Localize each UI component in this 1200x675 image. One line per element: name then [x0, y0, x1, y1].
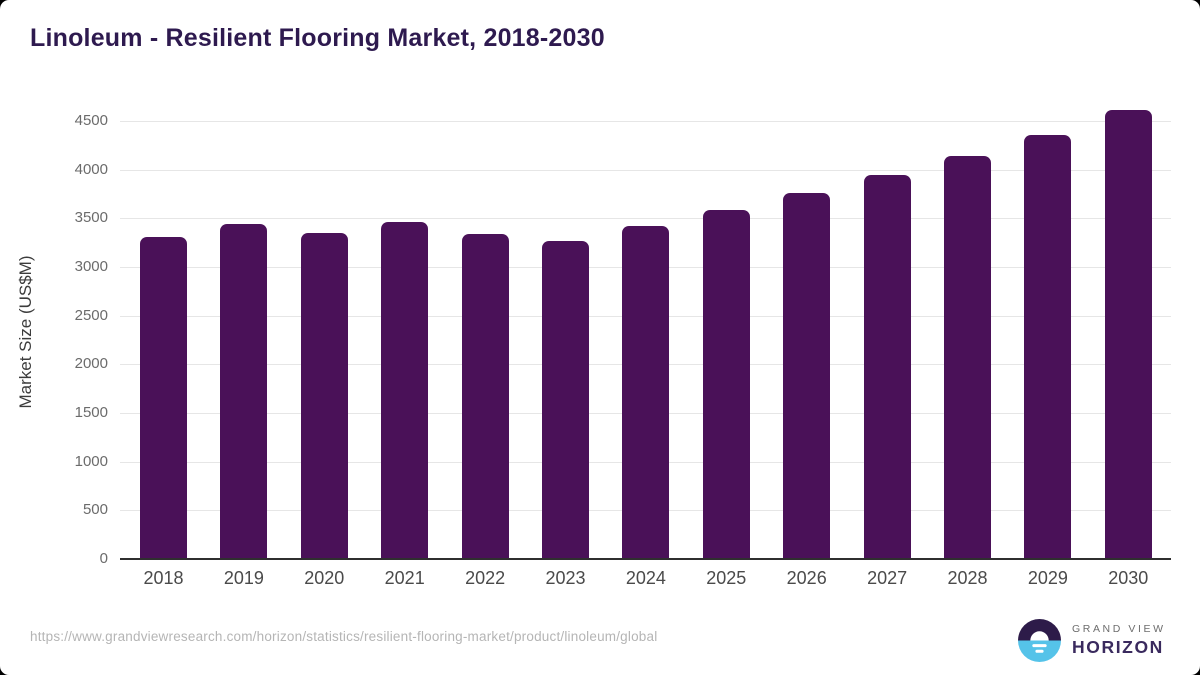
- x-axis-label-2018: 2018: [143, 568, 184, 588]
- y-tick-label-1000: 1000: [74, 452, 108, 470]
- x-axis-label-2023: 2023: [545, 568, 586, 588]
- bar-2019[interactable]: [220, 224, 268, 558]
- x-axis-label-2027: 2027: [867, 568, 908, 588]
- chart-title: Linoleum - Resilient Flooring Market, 20…: [30, 24, 605, 52]
- x-axis-label-2019: 2019: [223, 568, 264, 588]
- horizon-sunrise-icon: [1018, 619, 1061, 662]
- y-tick-label-1500: 1500: [74, 404, 108, 421]
- y-tick-label-0: 0: [99, 550, 108, 567]
- logo-text: GRAND VIEW HORIZON: [1072, 623, 1166, 658]
- x-axis-label-2025: 2025: [706, 568, 747, 588]
- y-tick-label-4000: 4000: [74, 160, 108, 178]
- bar-2027[interactable]: [863, 174, 911, 558]
- bar-2018[interactable]: [140, 236, 187, 558]
- x-axis-label-2022: 2022: [465, 568, 506, 588]
- grand-view-horizon-logo: GRAND VIEW HORIZON: [1018, 619, 1178, 664]
- logo-horizon-label: HORIZON: [1072, 637, 1164, 657]
- bar-2021[interactable]: [381, 221, 429, 558]
- y-axis-tick-labels: 0 500 1000 1500 2000 2500 3000 3500 4000 4500: [0, 100, 108, 567]
- bar-2023[interactable]: [542, 240, 589, 558]
- x-axis-label-2021: 2021: [384, 568, 425, 588]
- bar-2028[interactable]: [944, 156, 991, 558]
- x-axis-label-2030: 2030: [1108, 568, 1149, 588]
- gridline-4500: [120, 121, 1171, 122]
- x-axis-line: [120, 558, 1171, 560]
- x-axis-label-2026: 2026: [786, 568, 827, 588]
- bar-2020[interactable]: [300, 233, 348, 558]
- x-axis-labels: 2018 2019 2020 2021 2022 2023 2024 2025 2026 2027…: [120, 568, 1171, 594]
- y-tick-label-2500: 2500: [74, 306, 108, 324]
- y-tick-label-3000: 3000: [74, 258, 108, 275]
- y-tick-label-4500: 4500: [74, 112, 108, 129]
- y-tick-label-3500: 3500: [74, 209, 108, 227]
- bar-2025[interactable]: [702, 209, 750, 558]
- gridline-3500: [120, 218, 1171, 220]
- logo-grand-view-label: GRAND VIEW: [1072, 623, 1166, 635]
- bar-2029[interactable]: [1024, 134, 1072, 558]
- bar-2022[interactable]: [461, 233, 509, 558]
- x-axis-label-2020: 2020: [304, 568, 345, 588]
- bar-2024[interactable]: [622, 225, 670, 558]
- x-axis-label-2029: 2029: [1027, 568, 1068, 588]
- bar-2026[interactable]: [783, 193, 831, 558]
- source-url: https://www.grandviewresearch.com/horizo…: [30, 629, 658, 644]
- x-axis-label-2028: 2028: [947, 568, 988, 588]
- bar-2030[interactable]: [1104, 109, 1152, 558]
- x-axis-label-2024: 2024: [625, 568, 666, 588]
- gridline-4000: [120, 169, 1171, 171]
- y-tick-label-500: 500: [82, 501, 108, 519]
- plot-area: [120, 100, 1171, 560]
- y-tick-label-2000: 2000: [74, 355, 108, 373]
